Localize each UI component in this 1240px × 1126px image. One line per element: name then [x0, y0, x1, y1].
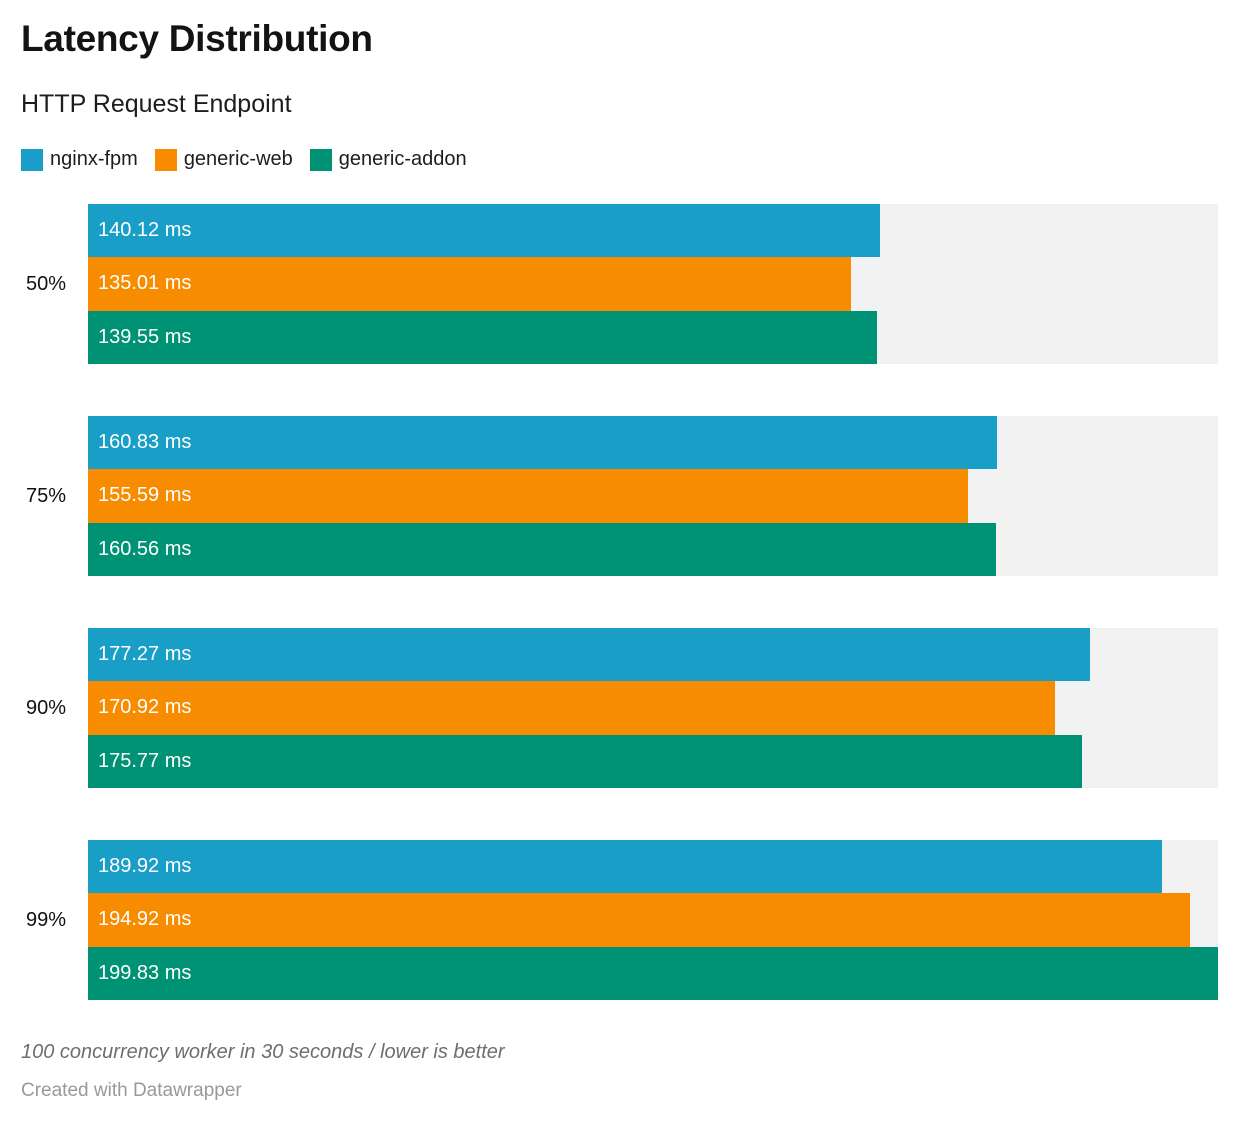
bar-value-label: 135.01 ms [98, 272, 192, 295]
bar-track: 140.12 ms 135.01 ms 139.55 ms [88, 204, 1218, 364]
legend-swatch-icon [154, 148, 177, 171]
legend-item: generic-web [154, 148, 293, 171]
bar-value-label: 155.59 ms [98, 484, 192, 507]
bar-value-label: 189.92 ms [98, 855, 192, 878]
legend-swatch-icon [21, 148, 43, 171]
bar-value-label: 160.56 ms [98, 537, 192, 560]
bar-generic-web: 170.92 ms [88, 681, 1055, 735]
bar-value-label: 177.27 ms [98, 643, 192, 666]
bar-track: 160.83 ms 155.59 ms 160.56 ms [88, 416, 1218, 576]
footnote: 100 concurrency worker in 30 seconds / l… [21, 1041, 505, 1063]
bar-nginx-fpm: 140.12 ms [88, 204, 881, 258]
bar-nginx-fpm: 189.92 ms [88, 840, 1162, 894]
bar-generic-addon: 175.77 ms [88, 734, 1082, 788]
chart-title: Latency Distribution [21, 18, 373, 59]
bar-track: 177.27 ms 170.92 ms 175.77 ms [88, 628, 1218, 788]
bar-generic-addon: 160.56 ms [88, 522, 996, 576]
chart-subtitle: HTTP Request Endpoint [21, 90, 292, 118]
datawrapper-credit[interactable]: Created with Datawrapper [21, 1080, 242, 1101]
bar-group: 99% 189.92 ms 194.92 ms 199.83 ms [0, 840, 1240, 1000]
legend-item-label: generic-web [183, 148, 293, 170]
category-label: 99% [25, 908, 66, 931]
legend-item-label: generic-addon [338, 148, 467, 170]
category-label: 90% [25, 696, 66, 719]
bar-group: 75% 160.83 ms 155.59 ms 160.56 ms [0, 416, 1240, 576]
legend-swatch-icon [309, 148, 332, 171]
bar-generic-web: 194.92 ms [88, 893, 1191, 947]
legend: nginx-fpm generic-web generic-addon [21, 148, 467, 171]
bar-generic-web: 155.59 ms [88, 469, 968, 523]
bar-nginx-fpm: 177.27 ms [88, 628, 1091, 682]
bar-track: 189.92 ms 194.92 ms 199.83 ms [88, 840, 1218, 1000]
category-label: 50% [25, 272, 66, 295]
bar-value-label: 199.83 ms [98, 961, 192, 984]
plot-area: 50% 140.12 ms 135.01 ms 139.55 ms 75% 160.83 … [0, 204, 1240, 1000]
bar-nginx-fpm: 160.83 ms [88, 416, 998, 470]
bar-group: 50% 140.12 ms 135.01 ms 139.55 ms [0, 204, 1240, 364]
bar-value-label: 139.55 ms [98, 325, 192, 348]
legend-item: nginx-fpm [21, 148, 138, 171]
category-label: 75% [25, 484, 66, 507]
bar-value-label: 194.92 ms [98, 908, 192, 931]
bar-value-label: 140.12 ms [98, 219, 192, 242]
legend-item-label: nginx-fpm [50, 148, 138, 170]
bar-group: 90% 177.27 ms 170.92 ms 175.77 ms [0, 628, 1240, 788]
bar-value-label: 170.92 ms [98, 696, 192, 719]
legend-item: generic-addon [309, 148, 467, 171]
bar-value-label: 160.83 ms [98, 431, 192, 454]
bar-value-label: 175.77 ms [98, 749, 192, 772]
bar-generic-addon: 199.83 ms [88, 946, 1218, 1000]
bar-generic-web: 135.01 ms [88, 257, 852, 311]
bar-generic-addon: 139.55 ms [88, 310, 878, 364]
